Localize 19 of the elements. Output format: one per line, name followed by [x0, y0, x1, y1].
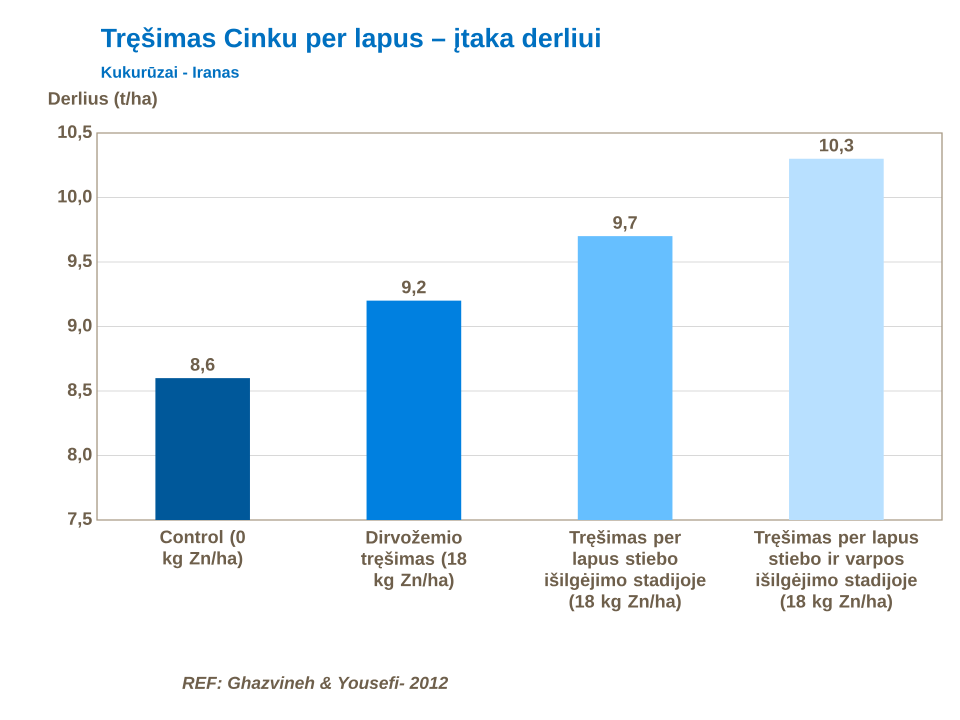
x-tick-label: Control (0 kg Zn/ha)	[160, 530, 245, 568]
chart-subtitle: Kukurūzai - Iranas	[102, 66, 239, 78]
y-tick-label: 10,0	[58, 190, 92, 206]
y-tick-label: 8,5	[68, 383, 92, 399]
y-tick-label: 8,0	[68, 448, 92, 464]
y-tick-label: 10,5	[58, 125, 92, 141]
text: REF: Ghazvineh & Yousefi- 2012	[182, 676, 448, 690]
data-label: 9,7	[613, 216, 637, 232]
data-label: 9,2	[402, 280, 426, 296]
y-axis-title: Derlius (t/ha)	[48, 92, 157, 108]
chart-title: Tręšimas Cinku per lapus – įtaka derliui	[101, 27, 600, 53]
y-tick-label: 9,0	[68, 318, 92, 334]
y-tick-label: 7,5	[68, 512, 92, 528]
x-tick-label: Dirvožemio tręšimas (18 kg Zn/ha)	[361, 530, 466, 590]
x-tick-label: Tręšimas per lapus stiebo išilgėjimo stadijoje (18 kg Zn/ha)	[545, 530, 706, 612]
data-label: 10,3	[820, 138, 854, 154]
y-tick-label: 9,5	[68, 254, 92, 270]
data-label: 8,6	[190, 358, 214, 374]
x-tick-label: Tręšimas per lapus stiebo ir varpos išilgėjimo stadijoje (18 kg Zn/ha)	[754, 530, 918, 612]
